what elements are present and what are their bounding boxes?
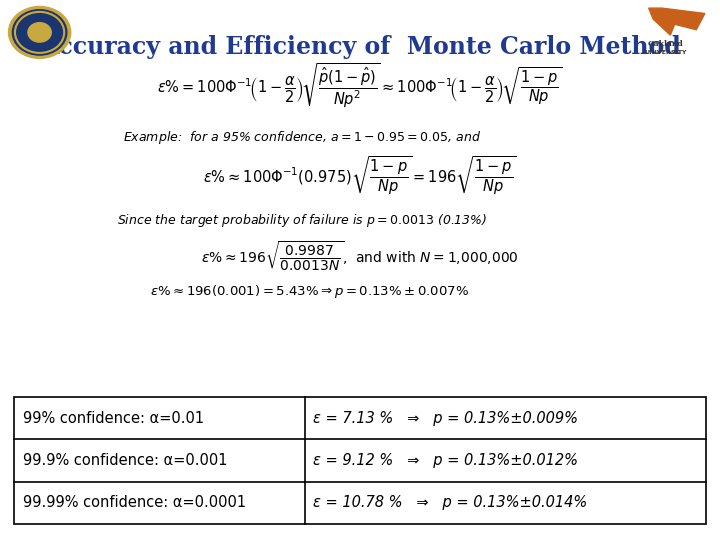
Bar xyxy=(14,397,706,524)
Circle shape xyxy=(9,6,71,58)
Polygon shape xyxy=(649,8,705,35)
Circle shape xyxy=(28,23,51,42)
Text: ε = 10.78 %   ⇒   p = 0.13%±0.014%: ε = 10.78 % ⇒ p = 0.13%±0.014% xyxy=(313,495,588,510)
Text: 1911: 1911 xyxy=(32,47,48,52)
Text: Oakland: Oakland xyxy=(648,40,684,48)
Text: Accuracy and Efficiency of  Monte Carlo Method: Accuracy and Efficiency of Monte Carlo M… xyxy=(40,35,680,59)
Text: UNIVERSITY: UNIVERSITY xyxy=(644,50,688,55)
Text: $\varepsilon\% \approx 100\Phi^{-1}(0.975)\sqrt{\dfrac{1-p}{Np}} = 196\sqrt{\dfr: $\varepsilon\% \approx 100\Phi^{-1}(0.97… xyxy=(203,154,517,197)
Text: 99.99% confidence: α=0.0001: 99.99% confidence: α=0.0001 xyxy=(23,495,246,510)
Text: $\varepsilon\% = 100\Phi^{-1}\!\left(1-\dfrac{\alpha}{2}\right)\!\sqrt{\dfrac{\h: $\varepsilon\% = 100\Phi^{-1}\!\left(1-\… xyxy=(158,62,562,111)
Text: $\varepsilon\% \approx 196\sqrt{\dfrac{0.9987}{0.0013N}}$,  and with $N=1{,}000{: $\varepsilon\% \approx 196\sqrt{\dfrac{0… xyxy=(201,240,519,273)
Text: ε = 7.13 %   ⇒   p = 0.13%±0.009%: ε = 7.13 % ⇒ p = 0.13%±0.009% xyxy=(313,410,578,426)
Text: Since the target probability of failure is $p = 0.0013$ (0.13%): Since the target probability of failure … xyxy=(117,212,487,229)
Circle shape xyxy=(12,10,67,55)
Text: Example:  for a 95% confidence, $a = 1 - 0.95 = 0.05$, and: Example: for a 95% confidence, $a = 1 - … xyxy=(123,129,482,146)
Text: 99.9% confidence: α=0.001: 99.9% confidence: α=0.001 xyxy=(23,453,228,468)
Text: 99% confidence: α=0.01: 99% confidence: α=0.01 xyxy=(23,410,204,426)
Text: ε = 9.12 %   ⇒   p = 0.13%±0.012%: ε = 9.12 % ⇒ p = 0.13%±0.012% xyxy=(313,453,578,468)
Text: $\varepsilon\% \approx 196(0.001) = 5.43\%  \Rightarrow  p = 0.13\%\pm0.007\%$: $\varepsilon\% \approx 196(0.001) = 5.43… xyxy=(150,283,469,300)
